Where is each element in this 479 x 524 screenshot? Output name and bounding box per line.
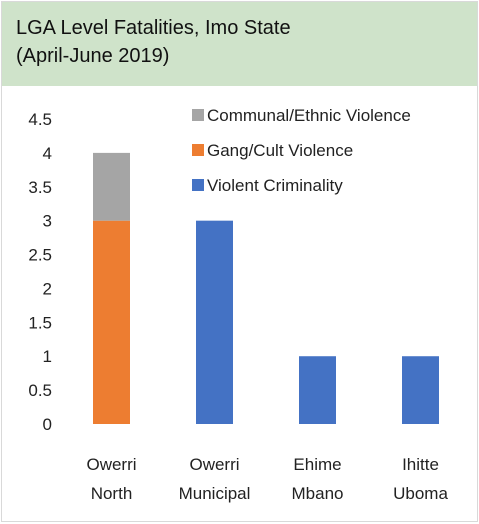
y-tick-label: 2.5 xyxy=(28,246,52,265)
x-tick-label: Mbano xyxy=(292,484,344,503)
x-tick-label: Ihitte xyxy=(402,455,439,474)
legend-label: Violent Criminality xyxy=(207,176,343,195)
y-tick-label: 3 xyxy=(43,212,52,231)
y-tick-label: 2 xyxy=(43,279,52,298)
legend-label: Communal/Ethnic Violence xyxy=(207,106,411,125)
y-tick-label: 3.5 xyxy=(28,178,52,197)
legend-label: Gang/Cult Violence xyxy=(207,141,353,160)
y-tick-label: 1 xyxy=(43,347,52,366)
title-band: LGA Level Fatalities, Imo State (April-J… xyxy=(2,2,477,86)
x-tick-label: Owerri xyxy=(86,455,136,474)
y-tick-label: 4.5 xyxy=(28,110,52,129)
bar-violent-criminality-1 xyxy=(196,220,233,424)
chart-title: LGA Level Fatalities, Imo State (April-J… xyxy=(16,17,291,67)
x-tick-label: Municipal xyxy=(179,484,251,503)
legend-swatch xyxy=(192,109,204,121)
y-tick-label: 0.5 xyxy=(28,381,52,400)
bar-communal-ethnic-violence-0 xyxy=(93,152,130,221)
legend-swatch xyxy=(192,179,204,191)
x-tick-label: Uboma xyxy=(393,484,448,503)
bar-violent-criminality-3 xyxy=(402,356,439,424)
bar-gang-cult-violence-0 xyxy=(93,220,130,424)
y-tick-label: 0 xyxy=(43,415,52,434)
x-tick-label: North xyxy=(91,484,133,503)
legend-swatch xyxy=(192,144,204,156)
x-tick-label: Owerri xyxy=(189,455,239,474)
y-tick-label: 4 xyxy=(43,144,52,163)
y-tick-label: 1.5 xyxy=(28,313,52,332)
x-tick-label: Ehime xyxy=(293,455,341,474)
bar-violent-criminality-2 xyxy=(299,356,336,424)
